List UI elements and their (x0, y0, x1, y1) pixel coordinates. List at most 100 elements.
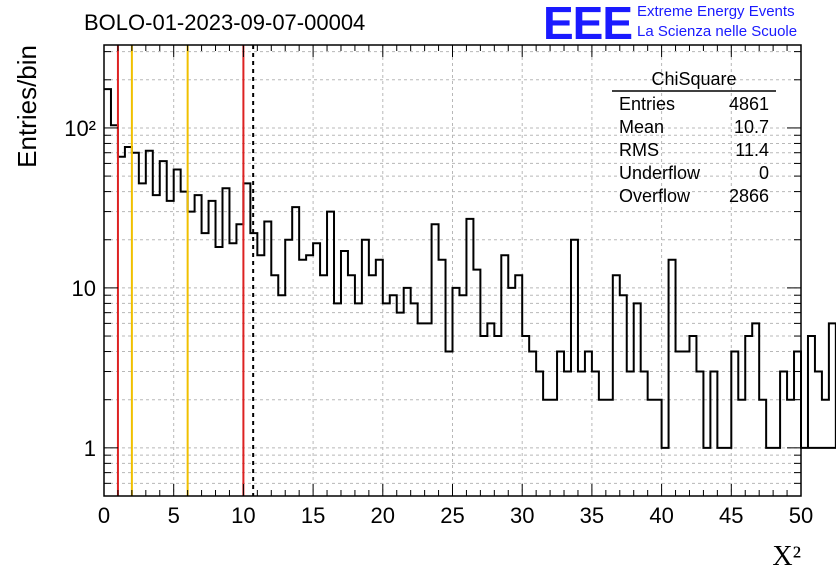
histogram-bin (446, 352, 453, 496)
histogram-bin (494, 336, 501, 496)
x-axis-label: X² (772, 541, 801, 572)
histogram-bin (592, 372, 599, 496)
histogram-bin (710, 372, 717, 496)
histogram-bin (418, 323, 425, 496)
histogram-bin (160, 161, 167, 496)
histogram-bin (257, 255, 264, 496)
histogram-bin (822, 400, 829, 496)
histogram-bin (195, 195, 202, 496)
histogram-bin (683, 352, 690, 496)
histogram-bin (264, 222, 271, 496)
eee-logo: EEE (543, 0, 633, 49)
histogram-bin (153, 195, 160, 496)
histogram-bin (459, 295, 466, 496)
histogram-bin (222, 188, 229, 496)
histogram-bin (766, 448, 773, 496)
histogram-bin (390, 295, 397, 496)
histogram-bin (515, 275, 522, 496)
histogram-bin (439, 260, 446, 496)
histogram-bin (167, 201, 174, 496)
histogram-bin (292, 207, 299, 496)
stats-label: Overflow (619, 186, 691, 206)
histogram-bin (229, 243, 236, 496)
histogram-bin (780, 372, 787, 496)
stats-label: Underflow (619, 163, 701, 183)
histogram-bin (564, 372, 571, 496)
histogram-bin (676, 352, 683, 496)
histogram-bin (571, 240, 578, 496)
histogram-bin (425, 323, 432, 496)
histogram-bin (801, 448, 808, 496)
y-tick-label: 10 (72, 276, 96, 301)
histogram-bin (397, 313, 404, 496)
histogram-bin (522, 336, 529, 496)
histogram-bin (745, 336, 752, 496)
histogram-bin (599, 400, 606, 496)
histogram-bin (278, 295, 285, 496)
histogram-outline (104, 88, 836, 449)
stats-value: 10.7 (734, 117, 769, 137)
histogram-bin (118, 157, 125, 496)
histogram-bin (501, 255, 508, 496)
stats-label: Mean (619, 117, 664, 137)
histogram-bin (271, 275, 278, 496)
histogram-bin (752, 323, 759, 496)
histogram-bin (703, 448, 710, 496)
x-tick-label: 45 (719, 503, 743, 528)
histogram-bin (146, 151, 153, 496)
histogram-bin (411, 303, 418, 496)
x-tick-label: 25 (440, 503, 464, 528)
histogram-bin (536, 372, 543, 496)
histogram-bin (209, 201, 216, 496)
histogram-bin (313, 243, 320, 496)
histogram-bin (557, 352, 564, 496)
histogram-bin (543, 400, 550, 496)
histogram-bin (655, 400, 662, 496)
histogram-bin (299, 260, 306, 496)
histogram-bin (104, 89, 111, 496)
histogram-bin (696, 372, 703, 496)
histogram-bin (327, 212, 334, 496)
histogram-bin (466, 219, 473, 496)
histogram-bin (236, 224, 243, 496)
histogram-bin (111, 125, 118, 496)
y-axis-label: Entries/bin (12, 45, 42, 168)
histogram-bin (432, 224, 439, 496)
histogram-bin (383, 303, 390, 496)
x-tick-label: 15 (301, 503, 325, 528)
histogram-bin (404, 288, 411, 496)
x-tick-label: 50 (789, 503, 813, 528)
stats-value: 4861 (729, 94, 769, 114)
histogram-bin (648, 400, 655, 496)
histogram-bin (139, 183, 146, 496)
histogram-bin (306, 255, 313, 496)
histogram-bin (508, 288, 515, 496)
histogram-bin (453, 288, 460, 496)
stats-value: 11.4 (735, 140, 769, 160)
histogram-bin (487, 323, 494, 496)
histogram-bin (606, 400, 613, 496)
stats-value: 2866 (729, 186, 769, 206)
histogram-bin (613, 275, 620, 496)
histogram-bin (627, 372, 634, 496)
histogram-bin (362, 240, 369, 496)
x-tick-label: 35 (580, 503, 604, 528)
histogram-bin (724, 448, 731, 496)
histogram-bin (320, 275, 327, 496)
histogram-bin (348, 275, 355, 496)
x-tick-label: 40 (649, 503, 673, 528)
histogram-bin (174, 169, 181, 496)
histogram-bin (334, 303, 341, 496)
x-tick-label: 10 (231, 503, 255, 528)
histogram-bin (634, 303, 641, 496)
histogram-bin (181, 192, 188, 496)
histogram-bin (376, 260, 383, 496)
stats-title: ChiSquare (651, 69, 736, 89)
chart-title: BOLO-01-2023-09-07-00004 (84, 10, 366, 35)
histogram-bin (132, 153, 139, 496)
x-tick-label: 20 (371, 503, 395, 528)
histogram-bin (669, 260, 676, 496)
histogram-bin (285, 240, 292, 496)
stats-label: RMS (619, 140, 659, 160)
logo-line-1: Extreme Energy Events (637, 3, 795, 20)
